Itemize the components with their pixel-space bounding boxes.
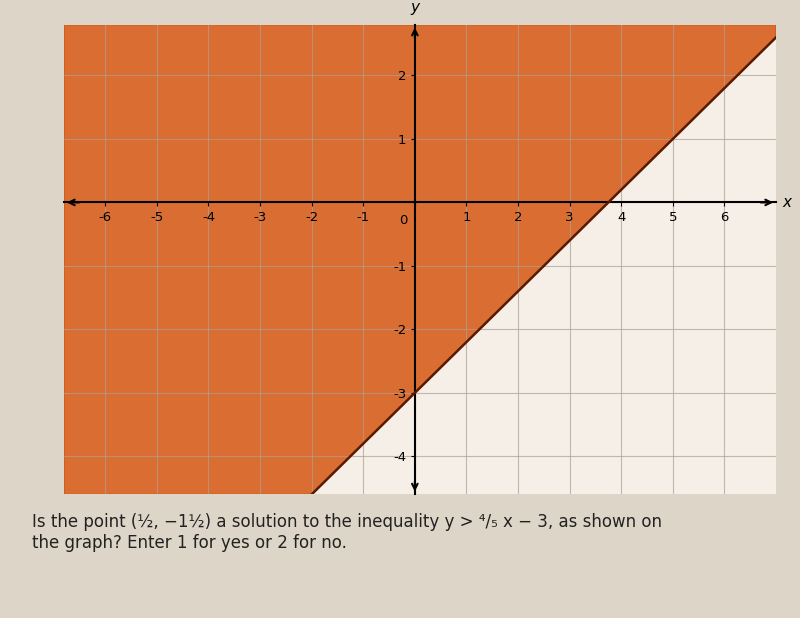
Text: Is the point (½, −1½) a solution to the inequality y > ⁴/₅ x − 3, as shown on
th: Is the point (½, −1½) a solution to the …: [32, 513, 662, 552]
Text: y: y: [410, 0, 419, 15]
Polygon shape: [64, 25, 776, 494]
Text: x: x: [782, 195, 791, 210]
Text: 0: 0: [398, 214, 407, 227]
